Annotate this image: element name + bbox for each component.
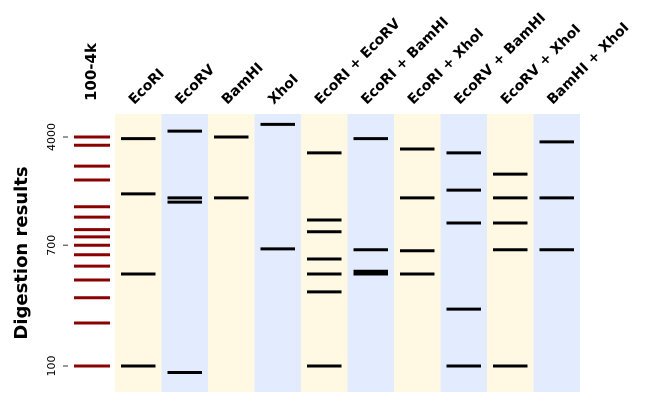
- lane-background: [301, 114, 348, 392]
- lane-background: [487, 114, 534, 392]
- lane-background: [394, 114, 441, 392]
- lane-background: [208, 114, 255, 392]
- lane-label: BamHI + XhoI: [544, 20, 632, 108]
- lane-label: EcoRI + BamHI: [358, 14, 452, 108]
- lane-background: [115, 114, 162, 392]
- lane-background: [347, 114, 394, 392]
- band-layer: [121, 122, 574, 375]
- y-tick-label: 100: [45, 356, 58, 377]
- lane-background: [533, 114, 580, 392]
- lane-label: XhoI: [265, 71, 301, 107]
- lane-label: EcoRI: [126, 66, 168, 108]
- lane-background: [440, 114, 487, 392]
- ladder-label: 100-4k: [82, 42, 100, 101]
- y-axis-ticks: 4000 700 100: [45, 123, 68, 377]
- lane-label: BamHI: [219, 60, 267, 108]
- lane-background: [161, 114, 208, 392]
- lane-label: EcoRV + XhoI: [498, 21, 584, 107]
- y-tick-label: 700: [45, 235, 58, 256]
- y-axis-label: Digestion results: [11, 166, 32, 339]
- lane-label: EcoRV: [172, 62, 218, 108]
- lane-background: [254, 114, 301, 392]
- y-tick-label: 4000: [45, 123, 58, 151]
- lane-backgrounds: [115, 114, 580, 392]
- lane-label: EcoRI + EcoRV: [312, 16, 404, 108]
- ladder: [74, 135, 110, 368]
